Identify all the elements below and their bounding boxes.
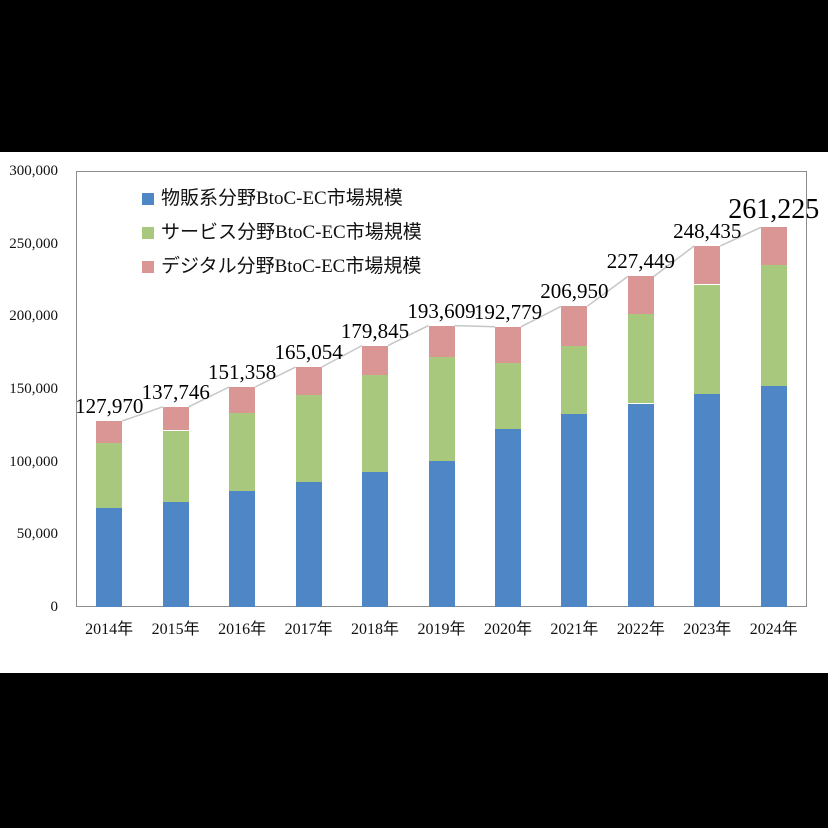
- y-tick-label: 50,000: [16, 526, 58, 543]
- x-tick-label: 2021年: [550, 621, 599, 638]
- bar-segment-series2: [162, 430, 189, 502]
- bar-segment-series3: [760, 227, 787, 265]
- legend-color-swatch: [142, 261, 154, 273]
- x-tick-label: 2020年: [483, 621, 533, 638]
- x-tick-label: 2024年: [749, 621, 798, 638]
- bar-segment-series1: [760, 385, 787, 607]
- bar-segment-series2: [229, 412, 256, 491]
- bar-segment-series1: [362, 471, 388, 607]
- bar-segment-series1: [295, 482, 322, 607]
- bar-segment-series3: [561, 306, 588, 347]
- x-tick-label: 2015年: [151, 621, 200, 638]
- bar-segment-series3: [428, 325, 455, 357]
- y-tick-label: 150,000: [9, 381, 58, 397]
- bar-segment-series1: [96, 508, 123, 607]
- bar-segment-series3: [96, 421, 123, 443]
- total-value-label: 179,845: [340, 318, 410, 343]
- total-value-label: 137,746: [141, 379, 210, 404]
- chart-canvas: 0 50,000 100,000 150,000 200,000 250,000 300,0…: [0, 152, 828, 673]
- y-tick-label: 200,000: [9, 308, 58, 325]
- total-value-label: 193,609: [407, 298, 476, 323]
- legend-item-series1: 物販系分野BtoC-EC市場規模: [142, 187, 422, 211]
- x-tick-label: 2016年: [218, 621, 267, 638]
- bar-segment-series1: [495, 429, 521, 607]
- bar-segment-series2: [428, 356, 455, 461]
- bar-segment-series1: [229, 490, 256, 607]
- y-tick-label: 250,000: [9, 235, 58, 252]
- bar-segment-series3: [627, 276, 654, 315]
- letterbox-top: [0, 0, 828, 152]
- x-tick-label: 2019年: [417, 621, 466, 638]
- bar-segment-series2: [295, 395, 322, 482]
- bar-segment-series2: [495, 362, 521, 430]
- bar-segment-series1: [694, 393, 721, 607]
- bar-segment-series3: [362, 345, 388, 376]
- legend-label: デジタル分野BtoC-EC市場規模: [161, 256, 422, 277]
- legend-item-series3: デジタル分野BtoC-EC市場規模: [142, 255, 422, 279]
- total-value-label: 192,779: [473, 299, 543, 324]
- bar-segment-series1: [627, 403, 654, 607]
- total-value-label: 227,449: [606, 249, 676, 274]
- total-value-label: 206,950: [540, 279, 609, 304]
- total-value-label: 127,970: [75, 394, 144, 418]
- bar-segment-series2: [96, 443, 123, 509]
- bar-segment-series1: [561, 413, 588, 607]
- y-tick-label: 100,000: [9, 453, 58, 470]
- bar-segment-series2: [561, 346, 588, 414]
- bar-segment-series1: [162, 501, 189, 607]
- bar-segment-series2: [694, 284, 721, 394]
- bar-segment-series3: [162, 406, 189, 431]
- bar-segment-series3: [295, 367, 322, 396]
- bar-segment-series2: [760, 264, 787, 386]
- legend: 物販系分野BtoC-EC市場規模 サービス分野BtoC-EC市場規模 デジタル分…: [142, 187, 422, 289]
- legend-color-swatch: [142, 193, 154, 205]
- bar-segment-series2: [362, 375, 388, 472]
- letterbox-bottom: [0, 673, 828, 828]
- x-tick-label: 2014年: [85, 621, 134, 638]
- legend-label: サービス分野BtoC-EC市場規模: [161, 222, 422, 243]
- bar-segment-series3: [694, 245, 721, 285]
- y-tick-label: 300,000: [9, 163, 58, 179]
- legend-color-swatch: [142, 227, 154, 239]
- legend-label: 物販系分野BtoC-EC市場規模: [161, 188, 403, 209]
- total-value-label: 151,358: [207, 360, 277, 384]
- x-tick-label: 2017年: [284, 621, 333, 638]
- bar-segment-series2: [627, 314, 654, 404]
- bar-segment-series3: [495, 326, 521, 363]
- x-tick-label: 2022年: [616, 621, 665, 638]
- legend-item-series2: サービス分野BtoC-EC市場規模: [142, 221, 422, 245]
- y-tick-label: 0: [50, 599, 59, 615]
- bar-segment-series3: [229, 387, 256, 413]
- total-value-label: 261,225: [728, 194, 820, 226]
- total-value-label: 165,054: [274, 340, 343, 365]
- x-tick-label: 2023年: [683, 621, 732, 638]
- bar-segment-series1: [428, 460, 455, 607]
- x-tick-label: 2018年: [350, 621, 400, 638]
